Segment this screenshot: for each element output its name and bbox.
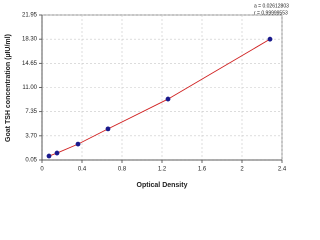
x-tick-label: 2 <box>240 167 244 173</box>
y-tick-label: 0.05 <box>25 158 37 164</box>
y-tick-label: 3.70 <box>25 133 37 139</box>
x-axis-label: Optical Density <box>137 182 188 189</box>
annotation: a = 0.02612803 <box>254 3 289 9</box>
y-tick-label: 14.65 <box>22 61 38 67</box>
x-tick-label: 1.2 <box>158 167 167 173</box>
x-tick-label: 0 <box>40 167 44 173</box>
y-tick-label: 7.35 <box>25 109 37 115</box>
x-tick-label: 2.4 <box>278 167 287 173</box>
y-axis-label: Goat TSH concentration (µIU/ml) <box>5 34 12 142</box>
chart: Optical Density Goat TSH concentration (… <box>4 3 290 189</box>
x-tick-label: 1.6 <box>198 167 207 173</box>
data-point <box>46 153 52 159</box>
data-point <box>75 141 81 147</box>
y-tick-label: 18.30 <box>22 37 38 43</box>
x-tick-label: 0.8 <box>118 167 127 173</box>
data-point <box>267 36 273 42</box>
data-point <box>105 126 111 132</box>
x-tick-label: 0.4 <box>78 167 87 173</box>
data-point <box>54 150 60 156</box>
y-tick-label: 11.00 <box>22 85 37 91</box>
data-point <box>165 96 171 102</box>
y-tick-label: 21.95 <box>22 13 38 19</box>
annotation: r = 0.99999553 <box>254 10 288 16</box>
